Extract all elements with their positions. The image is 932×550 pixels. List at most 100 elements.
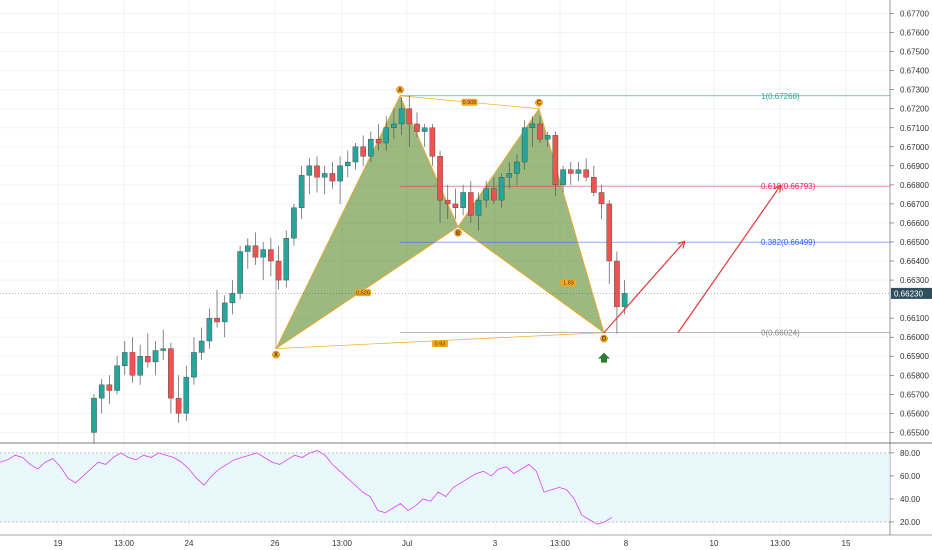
candle-body <box>521 127 528 163</box>
candle <box>406 95 413 147</box>
bd-line <box>457 226 605 333</box>
pattern-point-marker <box>535 98 543 107</box>
candle-body <box>506 173 513 178</box>
candle-body <box>414 123 420 132</box>
candle <box>137 344 143 385</box>
candle <box>314 156 320 193</box>
candle <box>529 116 536 147</box>
candle-body <box>129 352 136 376</box>
projection-arrow <box>603 242 684 334</box>
candle <box>368 131 374 163</box>
candle-body <box>160 348 167 351</box>
candle <box>383 116 390 151</box>
price-tick-label: 0.66300 <box>900 276 929 285</box>
candle-body <box>583 169 589 178</box>
pattern-point-marker <box>600 334 608 343</box>
candle-body <box>198 340 205 353</box>
current-price-text: 0.66230 <box>894 289 923 298</box>
fib-levels[interactable]: 1(0.67268) 0.618(0.66793) 0.382(0.66499) 0(… <box>400 92 890 338</box>
price-tick-label: 0.66000 <box>900 333 929 342</box>
candle-body <box>183 376 190 414</box>
price-axis[interactable]: 0.67700 0.67600 0.67500 0.67400 0.67300 0.672… <box>890 10 929 438</box>
price-tick-label: 0.67100 <box>900 124 929 133</box>
candle <box>506 162 513 189</box>
candle-body <box>429 127 436 157</box>
candle-body <box>298 175 305 208</box>
rsi-tick-label: 80.00 <box>900 449 921 458</box>
candle <box>168 342 174 414</box>
candle <box>221 295 228 338</box>
candle-body <box>398 108 405 125</box>
ratio-badge <box>432 340 448 348</box>
rsi-tick-label: 60.00 <box>900 472 921 481</box>
ratio-label: 1.83 <box>563 281 574 287</box>
candle <box>214 289 220 328</box>
candle-body <box>514 161 520 174</box>
candle-body <box>237 251 243 294</box>
candle-body <box>191 352 197 378</box>
fib-label: 0.382(0.66499) <box>761 238 816 247</box>
projection-arrows[interactable] <box>603 186 780 334</box>
time-tick-label: 13:00 <box>332 539 353 548</box>
candle <box>106 375 113 404</box>
candle <box>452 188 459 220</box>
candle <box>614 251 620 334</box>
candle <box>191 337 197 385</box>
time-tick-label: 24 <box>185 539 194 548</box>
candle <box>514 154 520 185</box>
candle <box>175 375 182 423</box>
rsi-pane[interactable] <box>0 450 890 525</box>
candle <box>391 108 397 140</box>
projection-arrow <box>677 186 780 333</box>
candle-body <box>175 397 182 414</box>
fib-label: 1(0.67268) <box>761 92 800 101</box>
time-tick-label: 26 <box>271 539 280 548</box>
pattern-point-label: D <box>602 337 607 343</box>
candle-body <box>498 177 505 201</box>
candle-body <box>121 352 128 366</box>
candle <box>160 329 167 361</box>
pattern-point-marker <box>272 350 280 359</box>
candle <box>352 142 359 170</box>
candle <box>306 158 313 195</box>
candle <box>321 165 328 195</box>
pattern-point-marker <box>454 228 462 237</box>
rsi-band <box>0 452 890 522</box>
candle <box>429 123 436 166</box>
candle-body <box>475 199 482 216</box>
time-axis[interactable]: 19 13:00 24 26 13:00 Jul 3 13:00 8 10 13:00 15 <box>54 539 851 548</box>
price-tick-label: 0.65800 <box>900 371 929 380</box>
candle <box>283 230 290 288</box>
current-price-badge: 0.66230 <box>0 287 932 299</box>
candle-body <box>552 135 559 186</box>
candle <box>121 340 128 376</box>
candle <box>260 241 266 281</box>
candle-body <box>314 165 320 178</box>
candlestick-series <box>91 95 628 444</box>
time-tick-label: 15 <box>842 539 851 548</box>
price-axis-bg[interactable] <box>890 0 932 443</box>
ratio-badge <box>461 98 478 106</box>
candle-body <box>575 169 582 174</box>
candle <box>252 232 259 265</box>
candle <box>552 131 559 197</box>
candle <box>360 135 366 166</box>
candle <box>145 333 151 368</box>
pattern-point-label: C <box>537 101 542 107</box>
candle <box>344 150 351 178</box>
candle-body <box>598 192 605 205</box>
rsi-axis: 80.00 60.00 40.00 20.00 <box>890 449 921 527</box>
candle-body <box>606 203 613 262</box>
price-tick-label: 0.66900 <box>900 162 929 171</box>
candle-body <box>491 188 497 201</box>
candle <box>91 394 97 444</box>
candle-body <box>91 397 97 433</box>
candle-body <box>244 245 251 252</box>
candle <box>560 165 566 193</box>
time-tick-label: 13:00 <box>114 539 135 548</box>
candle <box>98 379 105 414</box>
candle-body <box>368 138 374 157</box>
candle-body <box>468 192 474 216</box>
